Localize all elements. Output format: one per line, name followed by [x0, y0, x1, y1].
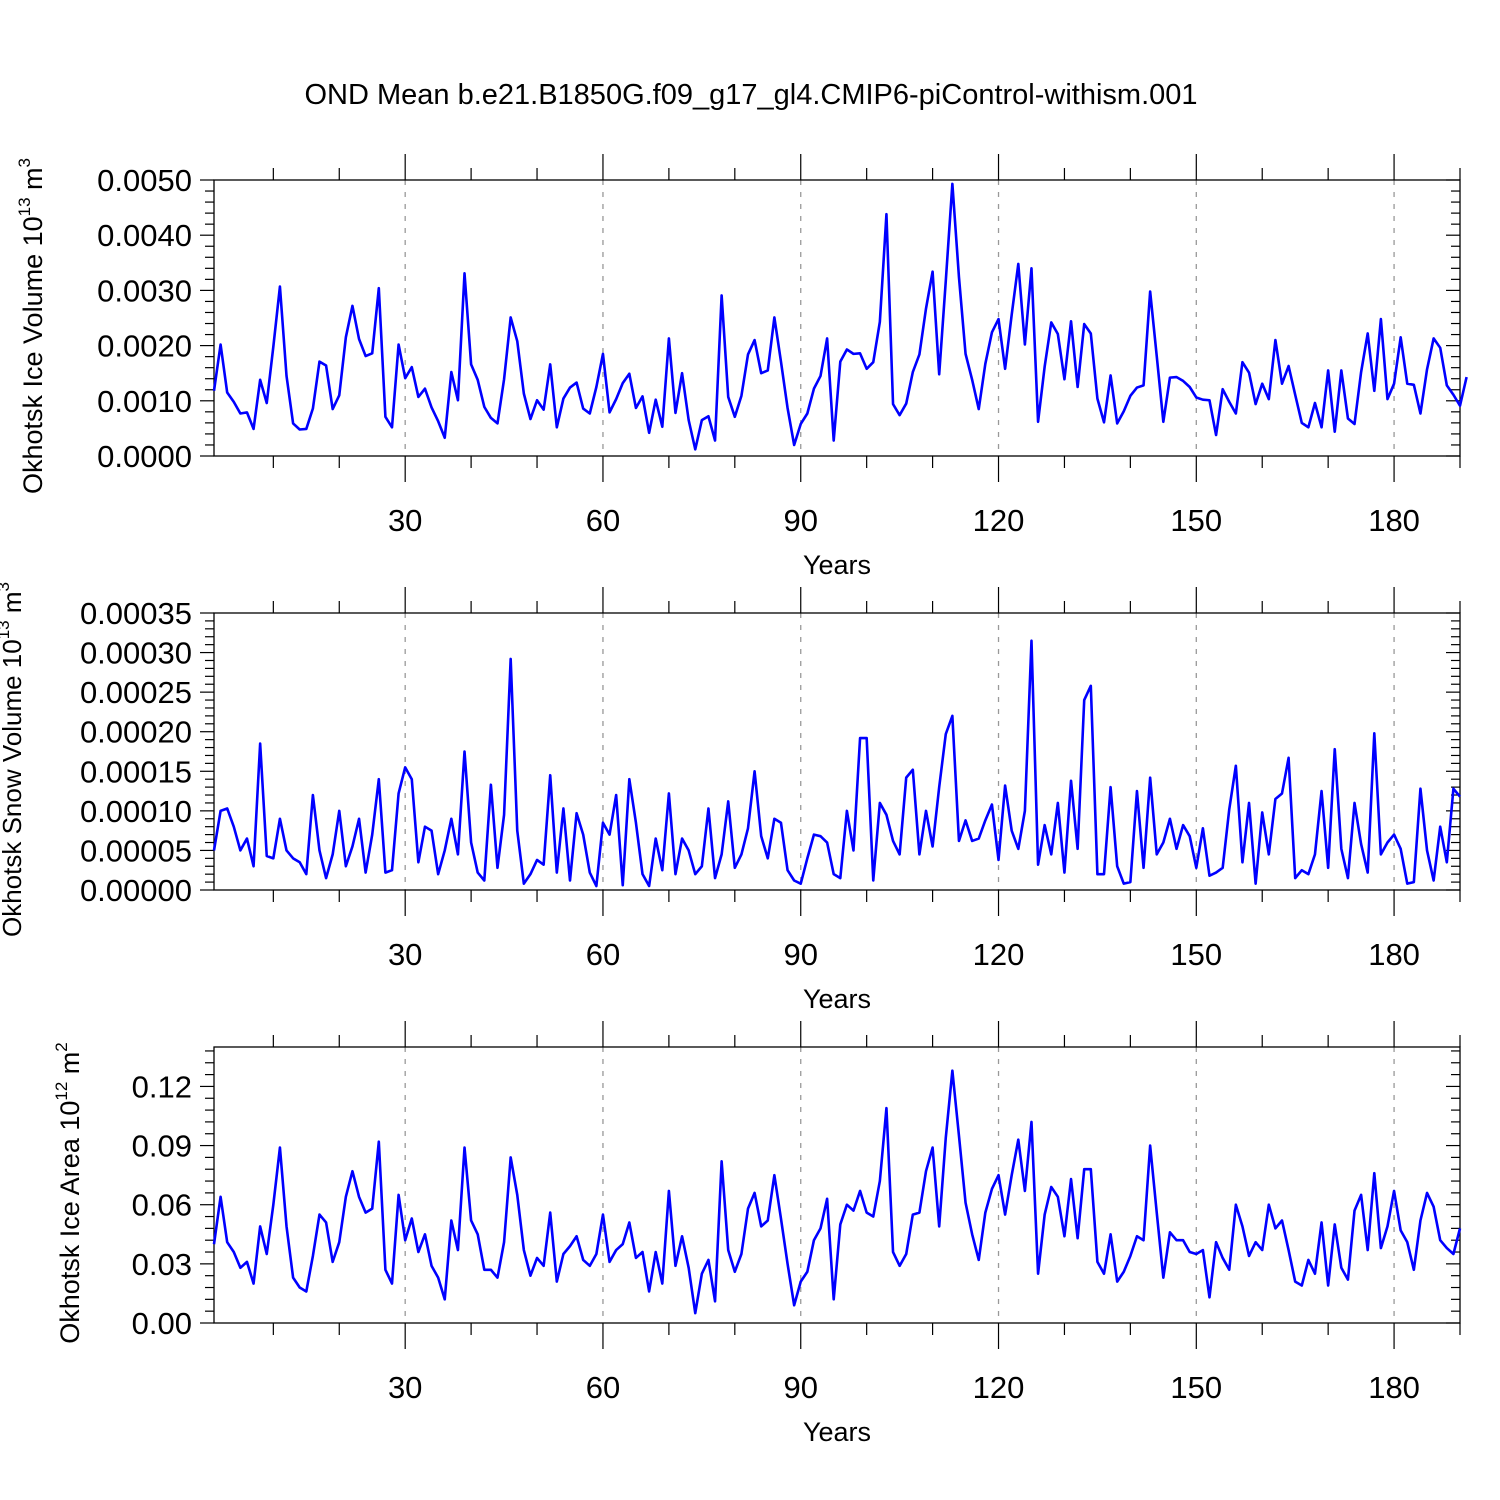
y-axis-label-unit-exponent: 3 — [0, 582, 13, 591]
y-tick-label-0.0000: 0.0000 — [97, 439, 192, 474]
figure-title: OND Mean b.e21.B1850G.f09_g17_gl4.CMIP6-… — [304, 79, 1197, 111]
y-tick-label-0.00020: 0.00020 — [80, 715, 192, 750]
plot-frame — [213, 179, 1461, 457]
y-axis-label-unit: m — [55, 1052, 85, 1082]
x-tick-label-180: 180 — [1368, 1370, 1420, 1405]
series-line-1 — [212, 1069, 1462, 1315]
y-tick-label-0.00015: 0.00015 — [80, 754, 192, 789]
x-tick-label-60: 60 — [586, 1370, 620, 1405]
y-tick-label-0.00030: 0.00030 — [80, 636, 192, 671]
y-tick-label-0.0010: 0.0010 — [97, 384, 192, 419]
x-tick-label-30: 30 — [388, 503, 422, 538]
y-tick-label-0.00: 0.00 — [132, 1306, 192, 1341]
x-tick-label-150: 150 — [1170, 937, 1222, 972]
series-line-1 — [212, 639, 1461, 888]
chart-panel-2: 30 60 90 120 150 180 Years 0.00000 0.00005 0.0001… — [0, 582, 1461, 1014]
x-tick-label-180: 180 — [1368, 937, 1420, 972]
y-axis-label-unit-exponent: 2 — [52, 1042, 71, 1051]
x-axis-label: Years — [803, 550, 871, 580]
x-tick-label-120: 120 — [973, 1370, 1025, 1405]
x-tick-label-30: 30 — [388, 1370, 422, 1405]
x-tick-label-90: 90 — [783, 937, 817, 972]
y-axis-label-exponent: 12 — [52, 1082, 71, 1101]
x-axis-label: Years — [803, 984, 871, 1014]
y-tick-label-0.00005: 0.00005 — [80, 833, 192, 868]
y-tick-label-0.06: 0.06 — [132, 1188, 192, 1223]
y-axis-label: Okhotsk Ice Area 1012 m2 — [52, 1042, 85, 1344]
y-tick-label-0.12: 0.12 — [132, 1069, 192, 1104]
y-axis-label: Okhotsk Snow Volume 1013 m3 — [0, 582, 27, 937]
y-axis-label-exponent: 13 — [15, 197, 34, 216]
plot-frame — [213, 1046, 1461, 1324]
y-tick-label-0.00035: 0.00035 — [80, 596, 192, 631]
y-tick-label-0.00010: 0.00010 — [80, 794, 192, 829]
y-tick-label-0.00025: 0.00025 — [80, 675, 192, 710]
x-tick-label-150: 150 — [1170, 503, 1222, 538]
y-axis-label-main: Okhotsk Snow Volume 10 — [0, 639, 27, 937]
y-tick-label-0.0030: 0.0030 — [97, 273, 192, 308]
y-axis-label-unit: m — [18, 167, 48, 197]
x-tick-label-90: 90 — [783, 503, 817, 538]
x-axis-label: Years — [803, 1417, 871, 1447]
x-tick-label-120: 120 — [973, 503, 1025, 538]
x-tick-label-60: 60 — [586, 937, 620, 972]
series-line-1 — [212, 182, 1468, 451]
y-tick-label-0.09: 0.09 — [132, 1129, 192, 1164]
y-tick-label-0.0050: 0.0050 — [97, 163, 192, 198]
x-tick-label-30: 30 — [388, 937, 422, 972]
y-axis-label-main: Okhotsk Ice Volume 10 — [18, 216, 48, 494]
x-tick-label-150: 150 — [1170, 1370, 1222, 1405]
plot-frame — [213, 612, 1461, 891]
x-tick-label-180: 180 — [1368, 503, 1420, 538]
y-axis-label-unit-exponent: 3 — [15, 158, 34, 167]
y-axis-label-unit: m — [0, 591, 27, 620]
y-tick-label-0.00000: 0.00000 — [80, 873, 192, 908]
x-tick-label-90: 90 — [783, 1370, 817, 1405]
y-tick-label-0.03: 0.03 — [132, 1247, 192, 1282]
y-tick-label-0.0040: 0.0040 — [97, 218, 192, 253]
y-axis-label-exponent: 13 — [0, 620, 13, 639]
y-axis-label-main: Okhotsk Ice Area 10 — [55, 1101, 85, 1344]
chart-panel-3: 30 60 90 120 150 180 Years 0.00 0.03 0.06 0.09 0.12… — [52, 1021, 1462, 1447]
y-axis-label: Okhotsk Ice Volume 1013 m3 — [15, 158, 48, 494]
y-tick-label-0.0020: 0.0020 — [97, 329, 192, 364]
x-tick-label-120: 120 — [973, 937, 1025, 972]
chart-panel-1: 30 60 90 120 150 180 Years 0.0000 0.0010 0.0020 0.… — [15, 154, 1468, 580]
x-tick-label-60: 60 — [586, 503, 620, 538]
